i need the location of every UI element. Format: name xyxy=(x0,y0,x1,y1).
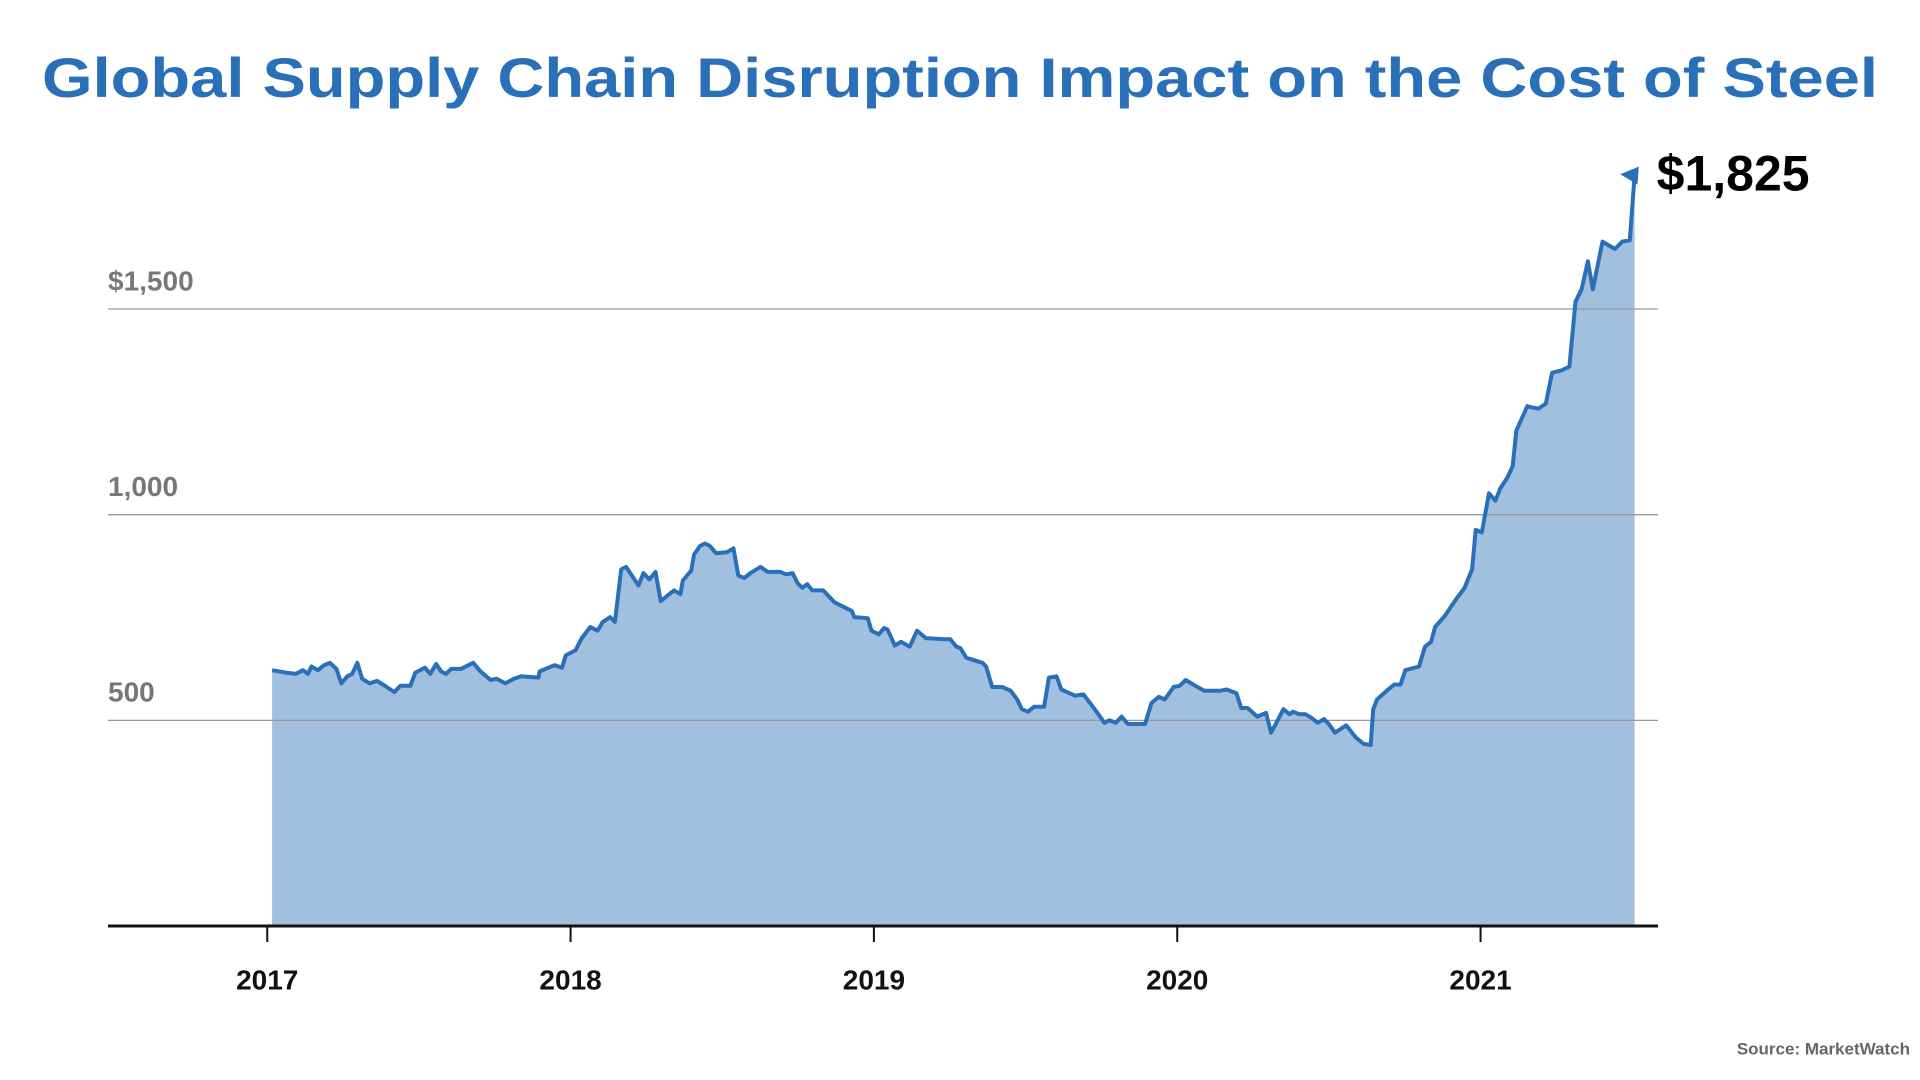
x-tick-label: 2018 xyxy=(539,964,601,995)
chart-title: Global Supply Chain Disruption Impact on… xyxy=(42,46,1878,109)
x-tick-label: 2017 xyxy=(236,964,298,995)
x-tick-label: 2021 xyxy=(1449,964,1511,995)
area-fill xyxy=(272,175,1635,927)
data-line xyxy=(271,166,1639,747)
y-tick-label: 1,000 xyxy=(108,471,178,502)
y-tick-label: 500 xyxy=(108,677,155,708)
x-tick-label: 2019 xyxy=(843,964,905,995)
x-tick-label: 2020 xyxy=(1146,964,1208,995)
y-tick-label: $1,500 xyxy=(108,265,194,296)
source-note: Source: MarketWatch xyxy=(1737,1039,1910,1058)
annotation: $1,825 xyxy=(1657,146,1810,202)
